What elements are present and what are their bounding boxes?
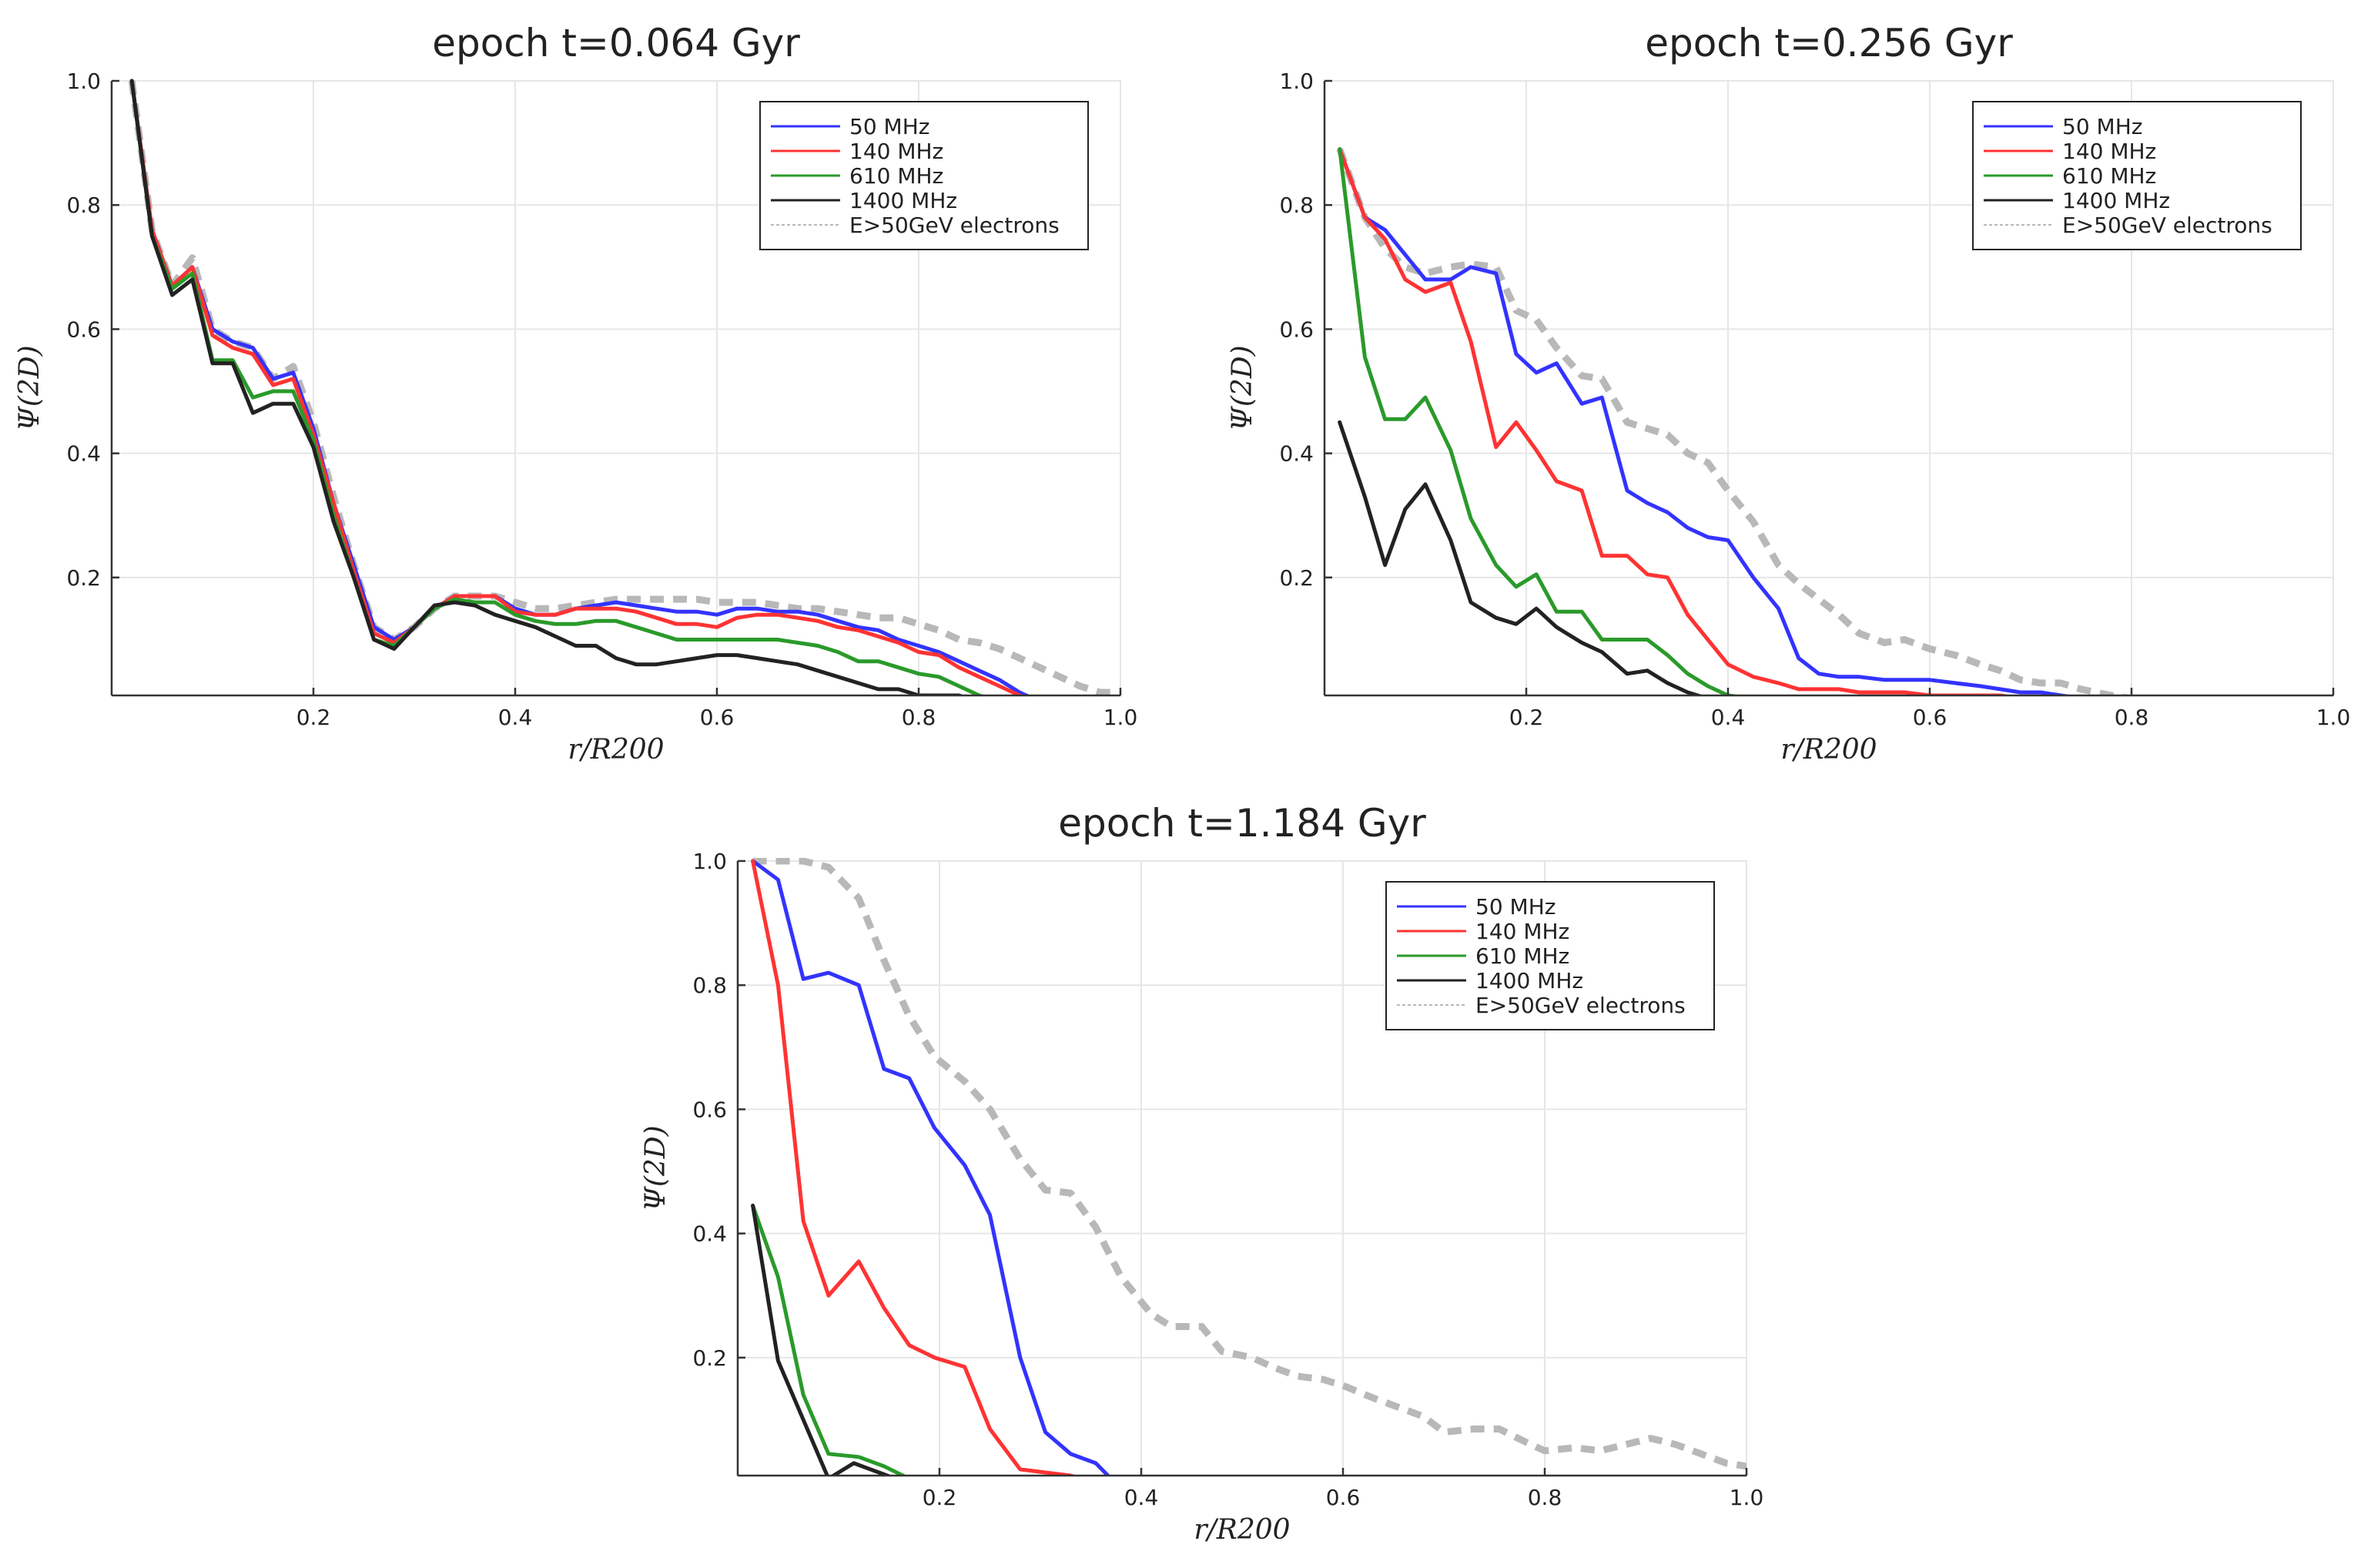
x-tick-label: 0.2 <box>1509 705 1544 730</box>
legend-label: 1400 MHz <box>1475 968 1583 993</box>
y-axis-label: Ψ(2D) <box>640 1125 671 1211</box>
chart-title: epoch t=0.256 Gyr <box>1645 21 2013 65</box>
legend-label: 50 MHz <box>849 114 929 139</box>
series-line-e-50gev-electrons <box>752 858 1746 1470</box>
series-line-140-mhz <box>751 859 1076 1475</box>
series-line-e-50gev-electrons <box>128 80 1120 695</box>
series-line-50-mhz <box>1338 147 2069 695</box>
legend-label: 140 MHz <box>849 139 943 164</box>
chart-title: epoch t=0.064 Gyr <box>432 21 800 65</box>
series-line-50-mhz <box>129 79 1030 695</box>
y-tick-label: 0.6 <box>66 317 101 342</box>
series-line-610-mhz <box>129 79 983 695</box>
y-axis-label: Ψ(2D) <box>1227 345 1258 431</box>
x-axis-label: r/R200 <box>568 734 664 766</box>
series-line-140-mhz <box>129 79 1024 695</box>
x-tick-label: 0.6 <box>700 705 735 730</box>
series-line-1400-mhz <box>1338 420 1702 695</box>
legend-label: E>50GeV electrons <box>1475 993 1686 1018</box>
series-line-50-mhz <box>751 859 1110 1475</box>
y-tick-label: 1.0 <box>1279 69 1314 94</box>
y-tick-label: 0.6 <box>1279 317 1314 342</box>
x-tick-label: 1.0 <box>1103 705 1138 730</box>
x-tick-label: 0.4 <box>1124 1485 1159 1510</box>
y-tick-label: 0.8 <box>1279 193 1314 218</box>
chart-panel-1: 0.2 0.4 0.6 0.8 1.0 0.2 0.4 0.6 0.8 1.0 epoch t=0.… <box>14 21 1137 766</box>
x-tick-label: 0.2 <box>923 1485 957 1510</box>
y-tick-label: 0.8 <box>692 973 727 998</box>
series-line-140-mhz <box>1338 147 2008 695</box>
legend-label: 1400 MHz <box>849 188 957 213</box>
series-line-610-mhz <box>1338 147 1738 695</box>
legend-label: 50 MHz <box>2062 114 2142 139</box>
series-line-e-50gev-electrons <box>1336 148 2130 695</box>
legend-label: 610 MHz <box>2062 163 2156 189</box>
y-tick-label: 0.6 <box>692 1097 727 1122</box>
y-tick-label: 0.4 <box>1279 441 1314 467</box>
y-tick-label: 1.0 <box>66 69 101 94</box>
y-tick-label: 0.4 <box>66 441 101 467</box>
x-tick-label: 0.6 <box>1326 1485 1361 1510</box>
y-tick-label: 0.2 <box>66 565 101 591</box>
y-tick-label: 0.2 <box>692 1345 727 1371</box>
series-line-610-mhz <box>751 1203 906 1475</box>
legend-label: 50 MHz <box>1475 894 1556 920</box>
x-tick-label: 0.6 <box>1913 705 1947 730</box>
series-line-1400-mhz <box>129 79 963 695</box>
series-line-1400-mhz <box>751 1203 891 1475</box>
legend-label: 610 MHz <box>849 163 943 189</box>
chart-title: epoch t=1.184 Gyr <box>1058 801 1426 846</box>
y-tick-label: 1.0 <box>692 849 727 874</box>
x-tick-label: 1.0 <box>1730 1485 1764 1510</box>
x-tick-label: 0.8 <box>2115 705 2149 730</box>
legend-label: 140 MHz <box>1475 919 1569 944</box>
legend-label: 610 MHz <box>1475 943 1569 969</box>
x-tick-label: 0.8 <box>1528 1485 1562 1510</box>
x-tick-label: 0.2 <box>296 705 331 730</box>
legend-label: 140 MHz <box>2062 139 2156 164</box>
x-axis-label: r/R200 <box>1780 734 1877 766</box>
legend-label: E>50GeV electrons <box>849 213 1060 238</box>
x-tick-label: 0.8 <box>902 705 936 730</box>
y-tick-label: 0.8 <box>66 193 101 218</box>
y-axis-label: Ψ(2D) <box>14 345 45 431</box>
y-tick-label: 0.4 <box>692 1221 727 1247</box>
chart-panel-3: 0.2 0.4 0.6 0.8 1.0 0.2 0.4 0.6 0.8 1.0 epoch t=1.… <box>640 801 1763 1546</box>
y-tick-label: 0.2 <box>1279 565 1314 591</box>
chart-panel-2: 0.2 0.4 0.6 0.8 1.0 0.2 0.4 0.6 0.8 1.0 epoch t=0.… <box>1227 21 2350 766</box>
x-tick-label: 1.0 <box>2316 705 2351 730</box>
x-tick-label: 0.4 <box>498 705 533 730</box>
x-tick-label: 0.4 <box>1711 705 1746 730</box>
x-axis-label: r/R200 <box>1194 1514 1290 1546</box>
legend-label: 1400 MHz <box>2062 188 2170 213</box>
legend-label: E>50GeV electrons <box>2062 213 2272 238</box>
